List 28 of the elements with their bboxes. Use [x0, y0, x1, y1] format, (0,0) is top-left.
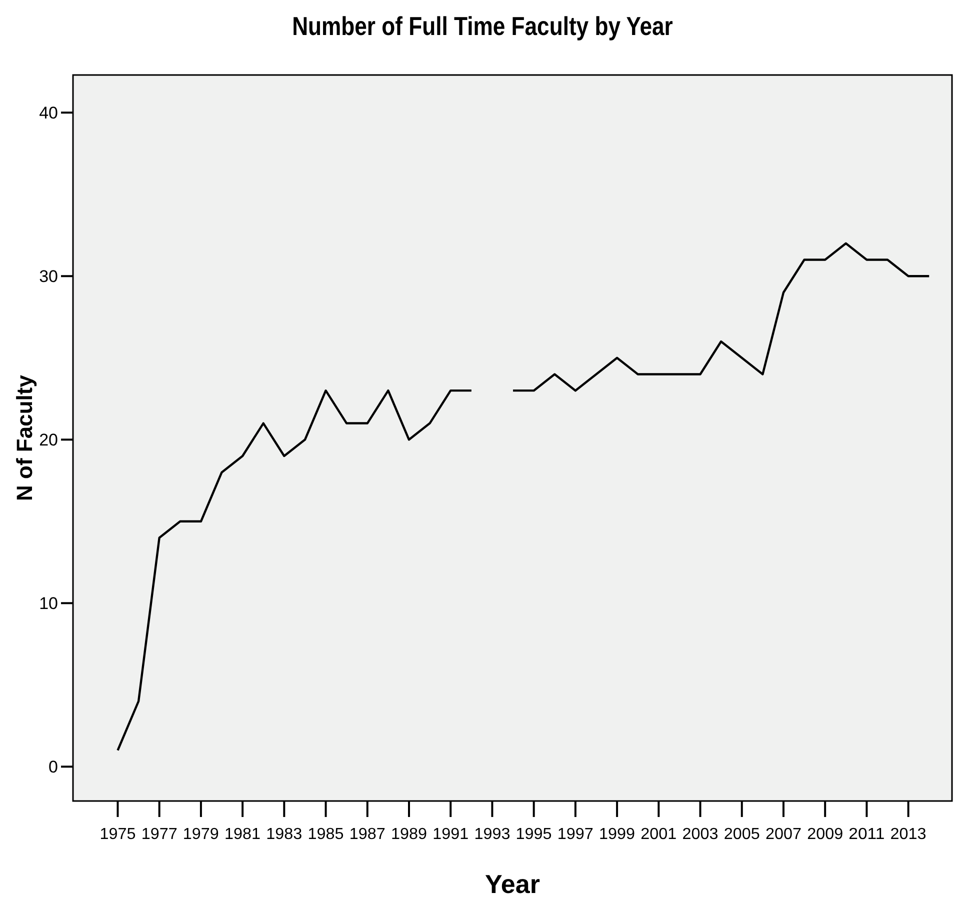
x-tick-label: 1987	[349, 826, 386, 843]
x-tick-label: 2005	[724, 826, 760, 843]
x-tick-label: 1995	[516, 826, 552, 843]
y-tick-label: 10	[39, 594, 58, 614]
x-tick-label: 1981	[224, 826, 261, 843]
x-tick-label: 1989	[390, 826, 428, 843]
y-tick-label: 0	[48, 758, 58, 777]
x-axis-title: Year	[485, 869, 540, 899]
x-tick-label: 1977	[141, 826, 178, 843]
x-tick-label: 1999	[599, 826, 636, 843]
x-tick-label: 1997	[557, 826, 594, 843]
x-tick-label: 2009	[807, 826, 844, 843]
x-tick-label: 2003	[682, 826, 718, 843]
x-tick-label: 2001	[640, 826, 677, 843]
y-tick-label: 30	[39, 267, 58, 286]
x-tick-label: 1985	[308, 826, 344, 843]
x-tick-label: 1975	[100, 826, 136, 843]
y-tick-label: 40	[39, 104, 58, 123]
x-tick-label: 2011	[848, 826, 885, 843]
y-axis-title: N of Faculty	[12, 374, 37, 501]
chart-title: Number of Full Time Faculty by Year	[292, 12, 674, 42]
x-tick-label: 1993	[474, 826, 510, 843]
x-tick-label: 1991	[432, 826, 469, 843]
x-tick-label: 2013	[890, 826, 926, 843]
x-tick-label: 1979	[182, 826, 220, 843]
x-tick-label: 1983	[266, 826, 302, 843]
y-tick-label: 20	[39, 430, 58, 450]
x-tick-label: 2007	[765, 826, 802, 843]
